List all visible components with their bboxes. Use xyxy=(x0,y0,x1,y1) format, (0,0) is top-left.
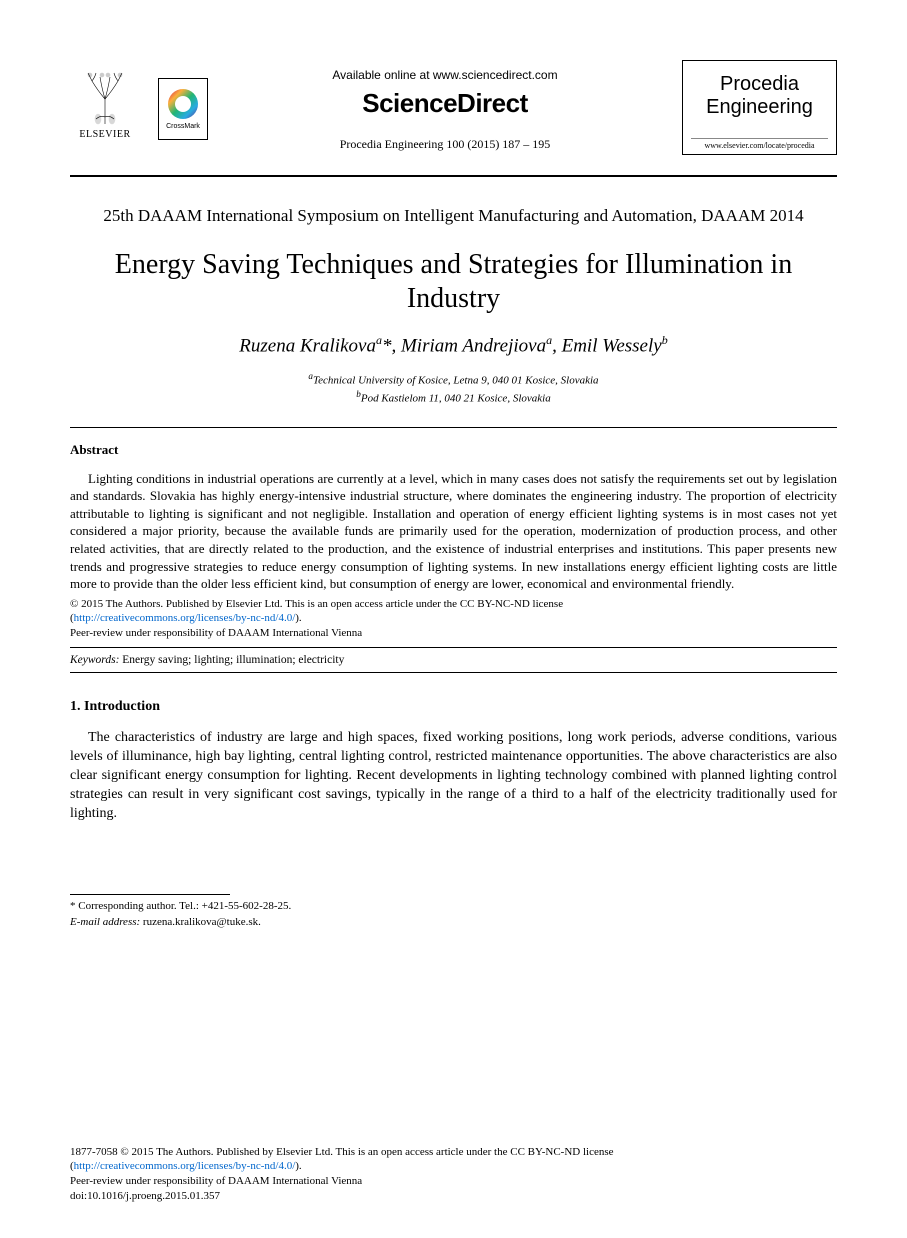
footnote-rule xyxy=(70,894,230,895)
keywords-line: Keywords: Energy saving; lighting; illum… xyxy=(70,654,837,666)
affiliation-a: Technical University of Kosice, Letna 9,… xyxy=(313,374,599,386)
elsevier-tree-icon xyxy=(76,69,134,127)
journal-name-line2: Engineering xyxy=(706,96,813,118)
keywords-label: Keywords: xyxy=(70,654,119,666)
email-label: E-mail address: xyxy=(70,916,140,928)
keywords-text: Energy saving; lighting; illumination; e… xyxy=(119,654,344,666)
license-block: © 2015 The Authors. Published by Elsevie… xyxy=(70,597,837,642)
license-line1: © 2015 The Authors. Published by Elsevie… xyxy=(70,598,563,610)
abstract-top-rule xyxy=(70,427,837,428)
article-title: Energy Saving Techniques and Strategies … xyxy=(70,248,837,315)
affiliations: aTechnical University of Kosice, Letna 9… xyxy=(70,370,837,407)
elsevier-logo[interactable]: ELSEVIER xyxy=(70,60,140,140)
journal-name: Procedia Engineering xyxy=(691,73,828,119)
left-logos: ELSEVIER CrossMark xyxy=(70,60,208,140)
footer-peer-review: Peer-review under responsibility of DAAA… xyxy=(70,1175,362,1187)
conference-title: 25th DAAAM International Symposium on In… xyxy=(70,205,837,226)
header-rule xyxy=(70,175,837,177)
header-row: ELSEVIER CrossMark Available online at w… xyxy=(70,60,837,155)
citation-line: Procedia Engineering 100 (2015) 187 – 19… xyxy=(208,137,682,152)
footer-block: 1877-7058 © 2015 The Authors. Published … xyxy=(70,1145,837,1204)
footer-issn: 1877-7058 © 2015 The Authors. Published … xyxy=(70,1146,614,1158)
footer-doi: doi:10.1016/j.proeng.2015.01.357 xyxy=(70,1190,220,1202)
author-3: Emil Wessely xyxy=(562,336,662,357)
journal-name-line1: Procedia xyxy=(720,73,799,95)
abstract-body: Lighting conditions in industrial operat… xyxy=(70,470,837,593)
keywords-bottom-rule xyxy=(70,672,837,673)
authors-line: Ruzena Kralikovaa*, Miriam Andrejiovaa, … xyxy=(70,333,837,357)
available-online-text: Available online at www.sciencedirect.co… xyxy=(208,68,682,82)
crossmark-badge[interactable]: CrossMark xyxy=(158,78,208,140)
footnote-block: * Corresponding author. Tel.: +421-55-60… xyxy=(70,899,837,931)
sciencedirect-logo[interactable]: ScienceDirect xyxy=(208,88,682,119)
crossmark-icon xyxy=(168,89,198,119)
author-3-sup: b xyxy=(662,333,668,347)
peer-review-line: Peer-review under responsibility of DAAA… xyxy=(70,627,362,639)
corresponding-author: * Corresponding author. Tel.: +421-55-60… xyxy=(70,900,291,912)
author-2: Miriam Andrejiova xyxy=(401,336,546,357)
email-address: ruzena.kralikova@tuke.sk. xyxy=(140,916,261,928)
abstract-heading: Abstract xyxy=(70,442,837,458)
crossmark-label: CrossMark xyxy=(166,123,200,130)
journal-box: Procedia Engineering www.elsevier.com/lo… xyxy=(682,60,837,155)
section-1-heading: 1. Introduction xyxy=(70,699,837,715)
center-header: Available online at www.sciencedirect.co… xyxy=(208,60,682,152)
author-2-sup: a xyxy=(546,333,552,347)
affiliation-b: Pod Kastielom 11, 040 21 Kosice, Slovaki… xyxy=(361,393,551,405)
section-1-para: The characteristics of industry are larg… xyxy=(70,729,837,823)
license-url[interactable]: http://creativecommons.org/licenses/by-n… xyxy=(74,612,296,624)
elsevier-label: ELSEVIER xyxy=(79,129,130,140)
journal-url[interactable]: www.elsevier.com/locate/procedia xyxy=(691,138,828,150)
footer-license-url[interactable]: http://creativecommons.org/licenses/by-n… xyxy=(74,1160,296,1172)
author-1: Ruzena Kralikova xyxy=(239,336,376,357)
keywords-top-rule xyxy=(70,647,837,648)
